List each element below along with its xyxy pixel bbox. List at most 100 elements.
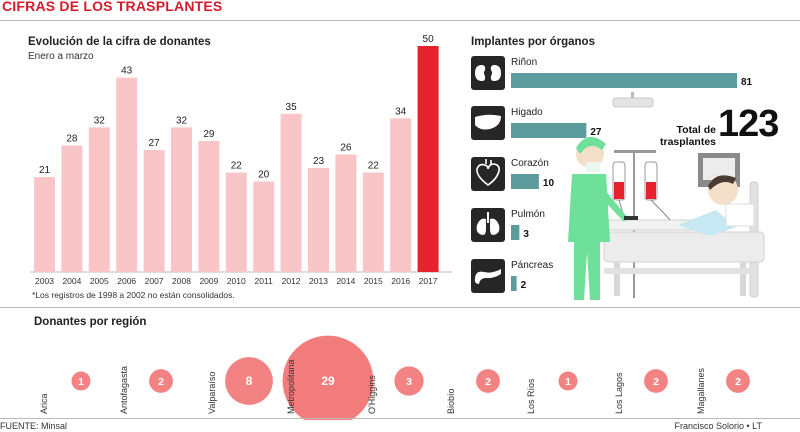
liver-shape (475, 114, 501, 130)
bar-value-label: 21 (39, 165, 51, 176)
bar-2008 (171, 127, 192, 272)
bar-2015 (362, 172, 384, 272)
bar-2005 (88, 127, 110, 272)
region-bubble (644, 369, 668, 393)
bar-value-label: 23 (313, 156, 325, 167)
organ-bar (511, 174, 539, 189)
region-label: Antofagasta (119, 366, 129, 414)
bar-value-label: 22 (231, 161, 243, 172)
x-tick-label: 2004 (62, 276, 81, 286)
organ-label: Pulmón (511, 209, 545, 220)
kidney-right-shape (490, 65, 501, 81)
lung-left-shape (476, 218, 486, 235)
x-tick-label: 2006 (117, 276, 136, 286)
region-label: Los Ríos (526, 378, 536, 414)
bar-2012 (280, 113, 302, 272)
x-tick-label: 2013 (309, 276, 328, 286)
kidney-icon (475, 65, 501, 81)
heart-icon (476, 159, 500, 186)
donors-chart-subtitle: Enero a marzo (28, 51, 94, 62)
bar-value-label: 22 (368, 161, 380, 172)
hospital-bed-icon (603, 181, 765, 298)
x-tick-label: 2008 (172, 276, 191, 286)
bar-value-label: 43 (121, 66, 133, 77)
regions-chart-title: Donantes por región (34, 316, 147, 328)
organs-chart-title: Implantes por órganos (471, 36, 595, 48)
region-bubble (71, 371, 91, 391)
x-tick-label: 2015 (364, 276, 383, 286)
organs-bar-chart: Riñon 81 Higado 27 Corazón 10 Pulmón 3 Páncreas 2 (471, 56, 753, 293)
bar-value-label: 26 (340, 142, 352, 153)
region-value-label: 2 (735, 376, 741, 388)
bar-value-label: 32 (94, 115, 106, 126)
region-label: Valparaíso (207, 372, 217, 414)
region-bubble (558, 371, 578, 391)
bar-2006 (116, 77, 138, 272)
x-tick-label: 2007 (145, 276, 164, 286)
bar-value-label: 27 (149, 138, 161, 149)
bar-value-label: 20 (258, 170, 270, 181)
total-transplants-label: Total de trasplantes (660, 124, 717, 148)
organ-value-label: 3 (523, 229, 529, 240)
donors-bar-chart: 21 2003 28 2004 32 2005 43 2006 27 2007 32 2008 29 20… (30, 34, 452, 286)
organ-bar (511, 276, 517, 291)
footer-divider (0, 418, 800, 419)
region-label: Los Lagos (614, 372, 624, 414)
pancreas-icon (474, 269, 501, 284)
heart-shape (476, 163, 500, 186)
x-tick-label: 2016 (391, 276, 410, 286)
region-label: Biobío (446, 388, 456, 414)
liver-icon (475, 114, 501, 130)
region-bubble (282, 335, 374, 420)
x-tick-label: 2003 (35, 276, 54, 286)
total-transplants-value: 123 (718, 103, 779, 145)
organ-bar (511, 123, 587, 138)
organ-label: Páncreas (511, 260, 553, 271)
section-divider (0, 307, 800, 308)
region-label: Magallanes (696, 367, 706, 414)
bar-value-label: 35 (286, 102, 298, 113)
region-bubble (149, 369, 173, 393)
kidney-icon-box (471, 56, 505, 90)
organ-bar (511, 73, 737, 88)
bar-value-label: 50 (423, 34, 435, 45)
region-label: O'Higgins (367, 375, 377, 414)
organ-label: Corazón (511, 158, 549, 169)
donors-chart-title: Evolución de la cifra de donantes (28, 36, 211, 48)
region-value-label: 2 (485, 376, 491, 388)
region-value-label: 1 (565, 376, 571, 388)
region-bubble (394, 366, 424, 396)
x-tick-label: 2005 (90, 276, 109, 286)
region-bubble (726, 369, 750, 393)
bar-2009 (198, 140, 220, 272)
bar-value-label: 32 (176, 115, 188, 126)
x-tick-label: 2014 (336, 276, 355, 286)
organ-bar (511, 225, 520, 240)
region-value-label: 2 (158, 376, 164, 388)
bar-2014 (335, 154, 357, 272)
bar-2007 (143, 149, 165, 272)
bar-2010 (225, 172, 247, 272)
x-tick-label: 2009 (199, 276, 218, 286)
x-tick-label: 2011 (255, 276, 274, 286)
source-text: FUENTE: Minsal (0, 421, 68, 431)
bar-2003 (34, 177, 55, 272)
organ-value-label: 10 (543, 178, 555, 189)
bar-2013 (308, 168, 329, 272)
bar-value-label: 34 (395, 106, 407, 117)
x-tick-label: 2017 (419, 276, 438, 286)
page-title: CIFRAS DE LOS TRASPLANTES (2, 0, 223, 14)
region-value-label: 1 (78, 376, 84, 388)
region-label: Metropolitana (286, 359, 296, 414)
bar-2004 (61, 145, 83, 272)
bar-value-label: 28 (66, 133, 78, 144)
header-divider (0, 20, 800, 21)
regions-bubble-chart: 1 Arica 2 Antofagasta 8 Valparaíso 29 Metropoli… (39, 335, 750, 420)
region-bubble (225, 357, 273, 405)
organ-value-label: 81 (741, 77, 753, 88)
credit-text: Francisco Solorio • LT (674, 421, 762, 431)
x-tick-label: 2010 (227, 276, 246, 286)
bar-2011 (253, 181, 275, 272)
organ-label: Riñon (511, 57, 537, 68)
patient-icon (678, 175, 755, 236)
